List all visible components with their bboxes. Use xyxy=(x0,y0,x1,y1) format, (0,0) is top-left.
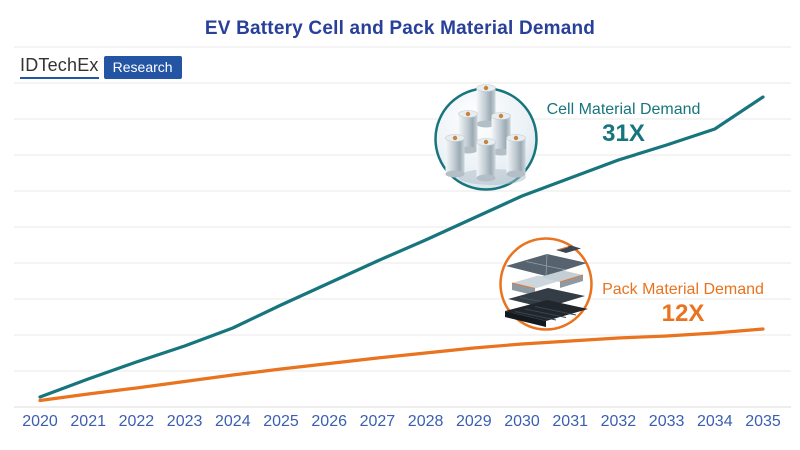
x-axis-label-2022: 2022 xyxy=(118,413,155,430)
x-axis-label-2021: 2021 xyxy=(70,413,106,430)
pack-demand-line xyxy=(38,327,765,403)
cell-series-annotation: Cell Material Demand 31X xyxy=(536,101,711,148)
x-axis-label-2030: 2030 xyxy=(504,413,540,430)
x-axis-label-2025: 2025 xyxy=(263,413,299,430)
x-axis: 2020 2021 2022 2023 2024 2025 2026 2027 2028 2029… xyxy=(0,413,800,435)
page-title: EV Battery Cell and Pack Material Demand xyxy=(204,18,596,39)
cell-growth-multiple: 31X xyxy=(602,120,645,148)
pack-series-annotation: Pack Material Demand 12X xyxy=(593,281,773,328)
cell-series-name: Cell Material Demand xyxy=(546,101,701,118)
cell-demand-line xyxy=(38,95,765,399)
x-axis-label-2023: 2023 xyxy=(166,413,203,430)
x-axis-label-2027: 2027 xyxy=(359,413,396,430)
pack-growth-multiple: 12X xyxy=(661,300,705,328)
battery-cells-icon xyxy=(434,84,538,191)
x-axis-label-2035: 2035 xyxy=(745,413,781,430)
battery-pack-icon xyxy=(499,237,593,331)
x-axis-label-2026: 2026 xyxy=(311,413,347,430)
x-axis-label-2033: 2033 xyxy=(648,413,685,430)
pack-series-name: Pack Material Demand xyxy=(602,281,764,298)
x-axis-label-2020: 2020 xyxy=(22,413,58,430)
x-axis-label-2028: 2028 xyxy=(407,413,444,430)
x-axis-label-2029: 2029 xyxy=(456,413,492,430)
horizontal-gridlines xyxy=(14,46,791,408)
x-axis-label-2034: 2034 xyxy=(697,413,733,430)
x-axis-label-2031: 2031 xyxy=(552,413,588,430)
logo-brand-text: IDTechEx xyxy=(20,55,99,79)
logo-research-badge: Research xyxy=(103,55,182,79)
idtechex-logo: IDTechEx Research xyxy=(20,55,182,79)
x-axis-label-2032: 2032 xyxy=(600,413,637,430)
x-axis-label-2024: 2024 xyxy=(215,413,251,430)
